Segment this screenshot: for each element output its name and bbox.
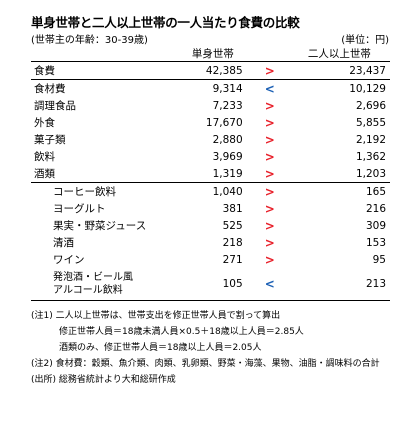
multi-value: 216 — [365, 202, 386, 215]
comparison-symbol: > — [250, 61, 289, 80]
row-label: 食費 — [31, 61, 176, 80]
row-label-line1: 発泡酒・ビール風 — [53, 272, 133, 283]
single-value: 7,233 — [212, 99, 243, 112]
comparison-symbol: > — [264, 184, 275, 199]
row-label: 清酒 — [53, 237, 74, 249]
table-row: 外食 17,670 > 5,855 — [31, 114, 390, 131]
single-value: 9,314 — [212, 82, 243, 95]
multi-value: 309 — [365, 219, 386, 232]
table-row: 調理食品 7,233 > 2,696 — [31, 97, 390, 114]
multi-value: 95 — [372, 253, 386, 266]
column-header-multi: 二人以上世帯 — [288, 46, 390, 62]
comparison-symbol: > — [264, 235, 275, 250]
table-row: 飲料 3,969 > 1,362 — [31, 148, 390, 165]
table-header-row: 単身世帯 二人以上世帯 — [31, 46, 390, 62]
single-value: 271 — [222, 253, 243, 266]
multi-value: 2,696 — [355, 99, 386, 112]
row-label: 飲料 — [34, 151, 55, 163]
note-1-formula-1: 修正世帯人員＝18歳未満人員×0.5＋18歳以上人員＝2.85人 — [59, 327, 304, 337]
table-row: コーヒー飲料 1,040 > 165 — [31, 183, 390, 201]
single-value: 3,969 — [212, 150, 243, 163]
table-row: 菓子類 2,880 > 2,192 — [31, 131, 390, 148]
page-title: 単身世帯と二人以上世帯の一人当たり食費の比較 — [31, 15, 300, 30]
multi-value: 213 — [288, 268, 390, 301]
source-note: (出所) 総務省統計より大和総研作成 — [31, 375, 176, 385]
comparison-symbol: > — [264, 115, 275, 130]
single-value: 1,040 — [212, 185, 243, 198]
comparison-symbol: < — [250, 268, 289, 301]
row-label: 酒類 — [31, 165, 176, 183]
unit-label: (単位：円) — [341, 35, 389, 46]
row-label: 果実・野菜ジュース — [53, 220, 147, 232]
comparison-symbol: > — [250, 165, 289, 183]
single-value: 1,319 — [175, 165, 251, 183]
multi-value: 153 — [365, 236, 386, 249]
table-row: ワイン 271 > 95 — [31, 251, 390, 268]
comparison-symbol: > — [264, 201, 275, 216]
multi-value: 2,192 — [355, 133, 386, 146]
single-value: 381 — [222, 202, 243, 215]
note-2: (注2) 食材費：穀類、魚介類、肉類、乳卵類、野菜・海藻、果物、油脂・調味料の合… — [31, 359, 380, 369]
table-row: 酒類 1,319 > 1,203 — [31, 165, 390, 183]
single-value: 218 — [222, 236, 243, 249]
table-row: 清酒 218 > 153 — [31, 234, 390, 251]
row-label: 外食 — [34, 117, 55, 129]
row-label: 食材費 — [34, 83, 66, 95]
table-row: 食費 42,385 > 23,437 — [31, 61, 390, 80]
row-label: ヨーグルト — [53, 203, 106, 215]
table-row: 果実・野菜ジュース 525 > 309 — [31, 217, 390, 234]
comparison-symbol: > — [264, 149, 275, 164]
note-1-formula-2: 酒類のみ、修正世帯人員＝18歳以上人員＝2.05人 — [59, 343, 262, 353]
multi-value: 1,203 — [288, 165, 390, 183]
comparison-symbol: > — [264, 132, 275, 147]
multi-value: 5,855 — [355, 116, 386, 129]
column-header-single: 単身世帯 — [175, 46, 251, 62]
table-row: 発泡酒・ビール風 アルコール飲料 105 < 213 — [31, 268, 390, 301]
row-label: コーヒー飲料 — [53, 186, 116, 198]
subtitle: (世帯主の年齢：30-39歳) — [31, 35, 148, 46]
row-label: 発泡酒・ビール風 アルコール飲料 — [31, 268, 176, 301]
multi-value: 23,437 — [288, 61, 390, 80]
footnotes: (注1) 二人以上世帯は、世帯支出を修正世帯人員で割って算出 修正世帯人員＝18… — [31, 308, 406, 388]
comparison-table: 単身世帯 二人以上世帯 食費 42,385 > 23,437 食材費 9,314… — [31, 46, 390, 301]
row-label: 調理食品 — [34, 100, 76, 112]
row-label: ワイン — [53, 254, 85, 266]
table-row: 食材費 9,314 < 10,129 — [31, 80, 390, 98]
row-label: 菓子類 — [34, 134, 66, 146]
single-value: 105 — [175, 268, 251, 301]
comparison-symbol: > — [264, 252, 275, 267]
single-value: 2,880 — [212, 133, 243, 146]
single-value: 525 — [222, 219, 243, 232]
single-value: 42,385 — [175, 61, 251, 80]
single-value: 17,670 — [205, 116, 243, 129]
comparison-symbol: > — [264, 218, 275, 233]
multi-value: 165 — [365, 185, 386, 198]
multi-value: 10,129 — [349, 82, 386, 95]
row-label-line2: アルコール飲料 — [53, 285, 123, 296]
multi-value: 1,362 — [355, 150, 386, 163]
comparison-symbol: < — [264, 81, 275, 96]
note-1: (注1) 二人以上世帯は、世帯支出を修正世帯人員で割って算出 — [31, 311, 281, 321]
table-row: ヨーグルト 381 > 216 — [31, 200, 390, 217]
comparison-symbol: > — [264, 98, 275, 113]
